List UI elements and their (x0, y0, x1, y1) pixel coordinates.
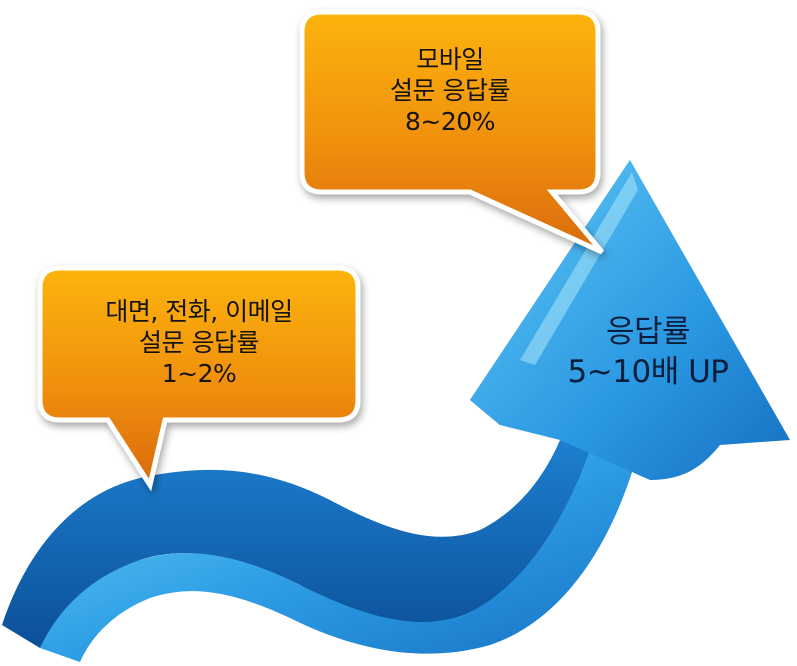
offline-response-label: 설문 응답률 (139, 328, 259, 357)
mobile-response-rate: 8~20% (405, 107, 495, 136)
speech-bubble-offline (37, 265, 361, 492)
speech-bubble-mobile (299, 9, 604, 255)
offline-response-rate: 1~2% (161, 359, 237, 388)
mobile-channel-label: 모바일 (416, 45, 484, 74)
arrow-title: 응답률 (605, 314, 691, 350)
mobile-response-label: 설문 응답률 (390, 76, 510, 105)
offline-bubble-text: 대면, 전화, 이메일 설문 응답률 1~2% (40, 296, 358, 389)
arrowhead (470, 160, 790, 480)
arrow-ribbon-back (2, 440, 600, 648)
mobile-bubble-text: 모바일 설문 응답률 8~20% (302, 44, 598, 137)
arrow-ribbon-front (40, 445, 640, 662)
offline-channel-label: 대면, 전화, 이메일 (105, 297, 293, 326)
arrowhead-highlight (520, 172, 638, 365)
arrow-text: 응답률 5~10배 UP (548, 312, 748, 392)
arrow-multiplier: 5~10배 UP (567, 354, 729, 390)
